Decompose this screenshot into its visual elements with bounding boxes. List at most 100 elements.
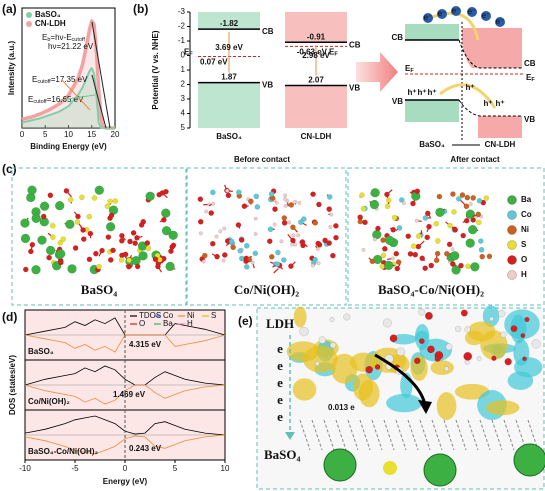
- atom: [393, 250, 400, 257]
- after-cb-region: [405, 24, 459, 40]
- atom: [252, 250, 259, 257]
- atom: [288, 263, 294, 269]
- structure-frame: [347, 167, 545, 306]
- atom: [74, 219, 81, 225]
- gap-value: 0.243 eV: [129, 444, 162, 453]
- atom: [414, 188, 421, 195]
- atom: [134, 263, 141, 270]
- y-tick-label: -2: [178, 22, 186, 31]
- atom: [330, 342, 337, 349]
- bond: [371, 419, 383, 451]
- atom: [137, 241, 148, 251]
- atom: [291, 233, 296, 238]
- atom: [522, 356, 527, 362]
- hole-label: h⁺: [483, 99, 492, 108]
- charge-density: [464, 330, 484, 346]
- atom: [445, 343, 453, 351]
- atom: [31, 213, 41, 224]
- atom: [45, 245, 56, 256]
- atom: [165, 261, 175, 272]
- atom: [418, 338, 425, 345]
- arrow-head: [418, 400, 432, 414]
- atom: [268, 191, 275, 197]
- hole-label: h⁺: [495, 99, 504, 108]
- atom: [463, 217, 470, 224]
- hole-label: h⁺: [407, 88, 416, 97]
- charge-density: [436, 392, 457, 421]
- atom: [504, 358, 512, 366]
- atom: [209, 240, 216, 247]
- atom: [108, 212, 115, 219]
- bond: [443, 419, 455, 451]
- atom: [451, 209, 457, 215]
- ba-atom: [323, 448, 357, 482]
- atom: [328, 224, 333, 229]
- s-atom: [383, 461, 397, 475]
- atom: [138, 222, 145, 228]
- atom: [360, 205, 367, 212]
- charge-density: [482, 305, 500, 327]
- hole-label: h⁺: [417, 88, 426, 97]
- atom: [127, 238, 133, 245]
- atom: [459, 192, 466, 198]
- ef-label-part: E: [526, 73, 532, 82]
- ef-label-part: E: [184, 48, 190, 57]
- atom: [105, 222, 116, 232]
- atom: [390, 256, 395, 261]
- atom: [372, 229, 382, 240]
- cb-value: -1.82: [220, 19, 239, 28]
- atom: [161, 216, 167, 223]
- atom: [369, 258, 376, 265]
- electron-label: e⁻: [424, 13, 433, 22]
- atom: [241, 203, 248, 209]
- atom: [104, 203, 111, 210]
- atom: [476, 219, 482, 226]
- subpanel-label: Co/Ni(OH)₂: [28, 397, 70, 406]
- legend-marker: [507, 270, 517, 280]
- panel-tag: (a): [2, 2, 17, 16]
- charge-density: [293, 306, 307, 328]
- atom: [197, 218, 204, 225]
- legend-label: Ba: [521, 195, 532, 204]
- atom: [214, 234, 219, 239]
- atom: [110, 247, 116, 254]
- atom: [91, 195, 98, 201]
- cb-label: CB: [349, 40, 361, 49]
- atom: [80, 236, 87, 242]
- atom: [39, 201, 50, 211]
- ef-label: EF: [405, 64, 414, 74]
- atom: [105, 234, 112, 240]
- x-axis-label: Energy (eV): [103, 477, 148, 486]
- atom: [468, 224, 478, 235]
- flow-head: [285, 432, 295, 440]
- atom: [60, 236, 67, 242]
- electron-label: e: [277, 375, 283, 390]
- atom: [343, 313, 351, 321]
- charge-density: [302, 345, 338, 373]
- bond: [455, 419, 467, 451]
- y-tick-label: 0: [181, 51, 186, 60]
- ef-label-part: F: [189, 52, 193, 58]
- atom: [446, 241, 453, 248]
- atom: [132, 240, 138, 247]
- atom: [243, 258, 249, 264]
- atom: [283, 197, 288, 202]
- atom: [274, 261, 281, 267]
- atom: [444, 250, 450, 257]
- atom: [268, 254, 275, 260]
- atom: [144, 240, 151, 246]
- legend-label: Co: [163, 311, 174, 320]
- legend-marker: [507, 225, 517, 235]
- structure-label: BaSO₄-Co/Ni(OH)₂: [378, 282, 484, 297]
- atom: [253, 232, 258, 237]
- bottom-label: BaSO₄: [264, 447, 301, 462]
- annotation-part: b: [47, 37, 50, 43]
- atom: [221, 258, 226, 263]
- legend-label: BaSO₄: [35, 10, 61, 19]
- atom: [130, 230, 137, 236]
- atom: [253, 193, 260, 200]
- atom: [510, 325, 518, 333]
- annotation-part: cutoff: [37, 79, 51, 85]
- atom: [470, 262, 480, 272]
- electron-label: e⁻: [438, 9, 447, 18]
